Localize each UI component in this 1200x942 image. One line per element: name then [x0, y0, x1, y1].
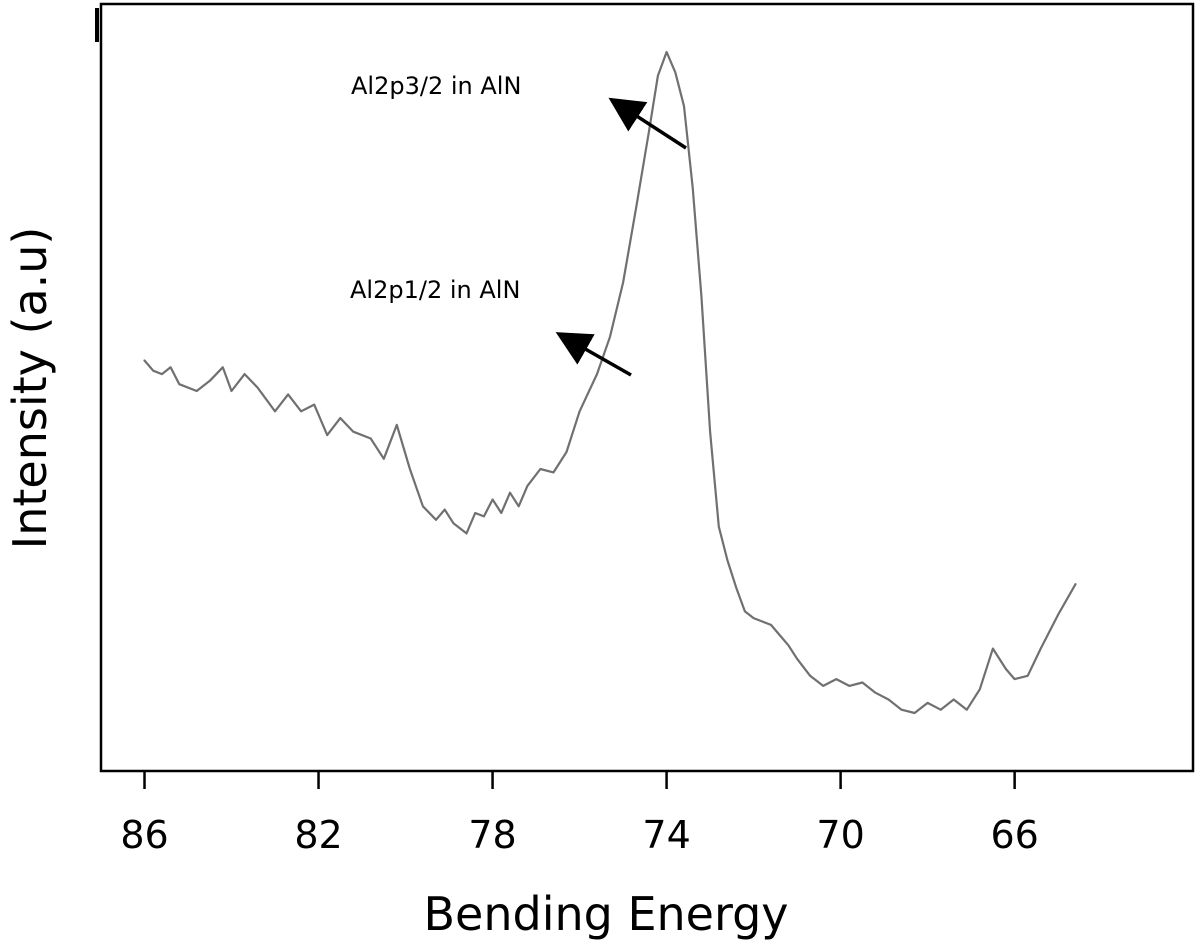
x-axis-ticks — [143, 771, 1016, 789]
x-tick-label: 74 — [642, 813, 690, 857]
x-tick-label: 82 — [294, 813, 342, 857]
x-tick-label: 66 — [990, 813, 1038, 857]
x-axis-title: Bending Energy — [423, 887, 788, 941]
y-axis-title: Intensity (a.u) — [3, 227, 57, 550]
annotation-al2p3-arrow — [608, 97, 687, 150]
annotation-al2p1-label: Al2p1/2 in AlN — [350, 276, 520, 304]
annotation-al2p1-arrow — [555, 332, 632, 377]
x-tick-label: 86 — [120, 813, 168, 857]
plot-frame — [99, 2, 1195, 773]
x-axis-tick-labels: 86 82 78 74 70 66 — [120, 813, 1038, 857]
x-tick-label: 78 — [468, 813, 516, 857]
x-tick-label: 70 — [816, 813, 864, 857]
series-line — [143, 50, 1077, 715]
annotation-al2p3-label: Al2p3/2 in AlN — [351, 72, 521, 100]
